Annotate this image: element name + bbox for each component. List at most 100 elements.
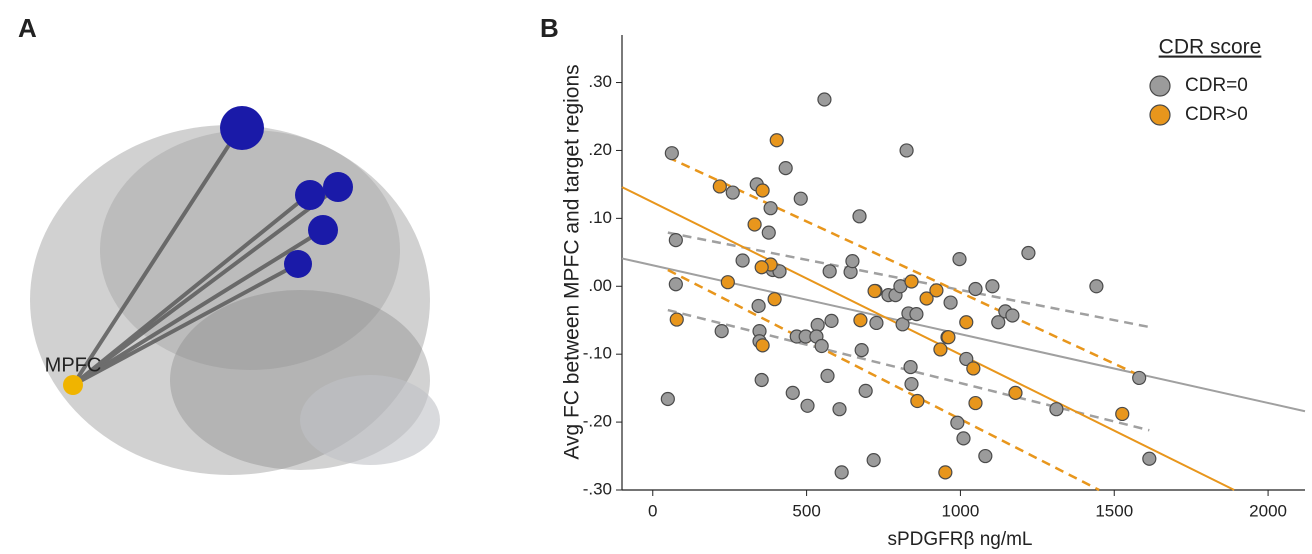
legend-marker xyxy=(1149,104,1171,126)
brain: MPFC xyxy=(30,106,440,475)
point xyxy=(754,260,769,275)
point xyxy=(763,201,778,216)
point xyxy=(735,253,750,268)
point xyxy=(959,351,974,367)
point xyxy=(904,376,919,392)
point xyxy=(669,312,684,327)
x-tick-label: 0 xyxy=(648,501,657,520)
point xyxy=(910,393,925,409)
point xyxy=(903,359,918,375)
connection xyxy=(71,228,325,387)
point xyxy=(664,146,679,161)
y-tick-label: .00 xyxy=(588,276,612,295)
point xyxy=(793,191,808,206)
point xyxy=(800,398,815,413)
fit-line xyxy=(667,156,1140,377)
point xyxy=(747,217,762,232)
point xyxy=(858,383,873,398)
point xyxy=(950,415,965,430)
y-tick-label: -.20 xyxy=(583,412,612,431)
connection xyxy=(72,262,299,387)
brain-shape xyxy=(100,130,400,370)
point xyxy=(904,274,919,289)
point xyxy=(751,298,766,314)
x-axis-label: sPDGFRβ ng/mL xyxy=(887,529,1032,550)
legend-marker xyxy=(1149,75,1171,97)
point xyxy=(991,315,1006,330)
point xyxy=(1115,406,1130,422)
x-tick-label: 500 xyxy=(792,501,820,520)
fit-line xyxy=(621,257,1306,413)
point xyxy=(941,330,956,345)
point xyxy=(852,209,867,224)
point xyxy=(845,254,860,269)
point xyxy=(869,315,884,331)
fit-line xyxy=(621,186,1235,491)
panel-label: B xyxy=(540,13,559,43)
x-tick-label: 1500 xyxy=(1095,501,1133,520)
point xyxy=(814,338,829,354)
point xyxy=(824,313,839,329)
point xyxy=(1008,385,1023,400)
target-node xyxy=(323,172,353,202)
point xyxy=(668,277,683,292)
point xyxy=(968,395,983,411)
legend-title: CDR score xyxy=(1159,36,1262,59)
point xyxy=(943,295,958,310)
point xyxy=(822,264,837,279)
fit-line xyxy=(667,268,1100,492)
brain-shape xyxy=(300,375,440,465)
x-tick-label: 2000 xyxy=(1249,501,1287,520)
legend-label: CDR>0 xyxy=(1185,104,1248,125)
point xyxy=(959,315,974,330)
y-tick-label: -.10 xyxy=(583,344,612,363)
point xyxy=(1089,279,1104,294)
x-tick-label: 1000 xyxy=(942,501,980,520)
point xyxy=(929,283,944,298)
point xyxy=(712,179,727,194)
point xyxy=(966,361,981,376)
y-axis-label: Avg FC between MPFC and target regions xyxy=(561,64,584,459)
point xyxy=(714,323,729,339)
point xyxy=(769,133,784,148)
point xyxy=(978,448,993,464)
point xyxy=(919,291,934,306)
point xyxy=(778,161,793,176)
point xyxy=(938,465,953,480)
seed-label: MPFC xyxy=(45,354,102,376)
point xyxy=(817,92,832,107)
point xyxy=(660,391,675,407)
y-tick-label: .10 xyxy=(588,208,612,227)
point xyxy=(933,342,948,357)
panel-label: A xyxy=(18,13,37,43)
point xyxy=(1021,245,1036,261)
y-tick-label: .20 xyxy=(588,140,612,159)
target-node xyxy=(284,250,312,278)
point xyxy=(832,402,847,417)
point xyxy=(1142,451,1157,466)
point xyxy=(1005,308,1020,323)
point xyxy=(853,313,868,328)
point xyxy=(810,317,825,333)
point xyxy=(866,453,881,468)
point xyxy=(909,307,924,322)
point xyxy=(899,143,914,158)
point xyxy=(785,385,800,400)
target-node xyxy=(295,180,325,210)
point xyxy=(767,292,782,307)
point xyxy=(754,372,769,388)
point xyxy=(1132,370,1147,386)
point xyxy=(720,275,735,290)
point xyxy=(761,225,776,240)
point xyxy=(755,183,770,198)
point xyxy=(854,343,869,358)
y-tick-label: .30 xyxy=(588,72,612,91)
legend-label: CDR=0 xyxy=(1185,75,1248,96)
point xyxy=(755,338,770,353)
point xyxy=(895,317,910,332)
point xyxy=(668,232,683,248)
point xyxy=(956,431,971,446)
point xyxy=(952,252,967,267)
point xyxy=(834,465,849,480)
